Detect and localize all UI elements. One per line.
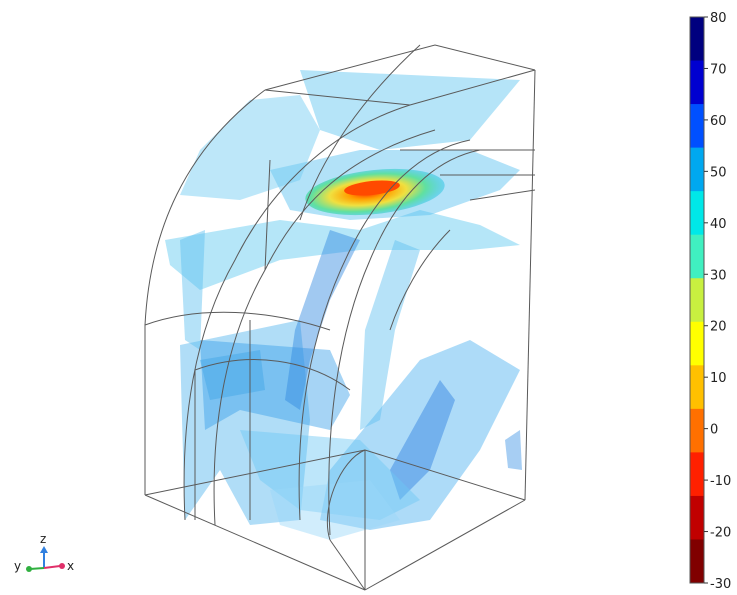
hotspot-core: [344, 180, 400, 196]
wireframe-arc: [409, 69, 536, 106]
wireframe-arc: [299, 44, 421, 221]
wireframe-arc: [298, 139, 471, 521]
isosurface-sheet: [180, 230, 205, 350]
axis-triad: z x y: [14, 532, 74, 573]
isosurface-sheet: [165, 210, 520, 290]
isosurface-sheet: [360, 240, 420, 430]
triad-x-axis: [43, 565, 61, 569]
wireframe-arc: [144, 89, 266, 326]
wireframe-edge: [326, 449, 366, 541]
wireframe-edge: [469, 189, 536, 201]
triad-z-arrowhead: [40, 546, 48, 553]
wireframe-edge: [524, 69, 536, 501]
isosurface-sheet: [200, 340, 350, 430]
wireframe-edge: [329, 539, 366, 591]
isosurface-sheet: [505, 430, 522, 470]
wireframe-arc: [264, 89, 411, 106]
isosurface-sheet: [270, 480, 400, 540]
triad-z-label: z: [40, 532, 46, 546]
wireframe-edge: [144, 494, 366, 591]
isosurface-sheet: [180, 95, 320, 200]
wireframe: [144, 44, 536, 591]
wireframe-arc: [213, 129, 436, 526]
isosurface-sheet: [200, 350, 265, 400]
isosurface-sheet: [180, 320, 310, 525]
wireframe-arc: [389, 229, 451, 331]
isosurface-sheet: [390, 380, 455, 500]
triad-x-label: x: [67, 559, 74, 573]
wireframe-edge: [364, 499, 526, 591]
wireframe-edge: [194, 359, 351, 391]
isosurface-sheet: [240, 430, 420, 520]
wireframe-edge: [144, 311, 331, 331]
triad-y-tip: [26, 566, 32, 572]
wireframe-arc: [264, 44, 536, 91]
wireframe-arc: [328, 149, 481, 536]
triad-x-tip: [59, 563, 65, 569]
wireframe-edge: [264, 159, 271, 271]
isosurface-sheet: [320, 340, 520, 530]
triad-y-axis: [29, 567, 45, 570]
triad-y-label: y: [14, 559, 21, 573]
